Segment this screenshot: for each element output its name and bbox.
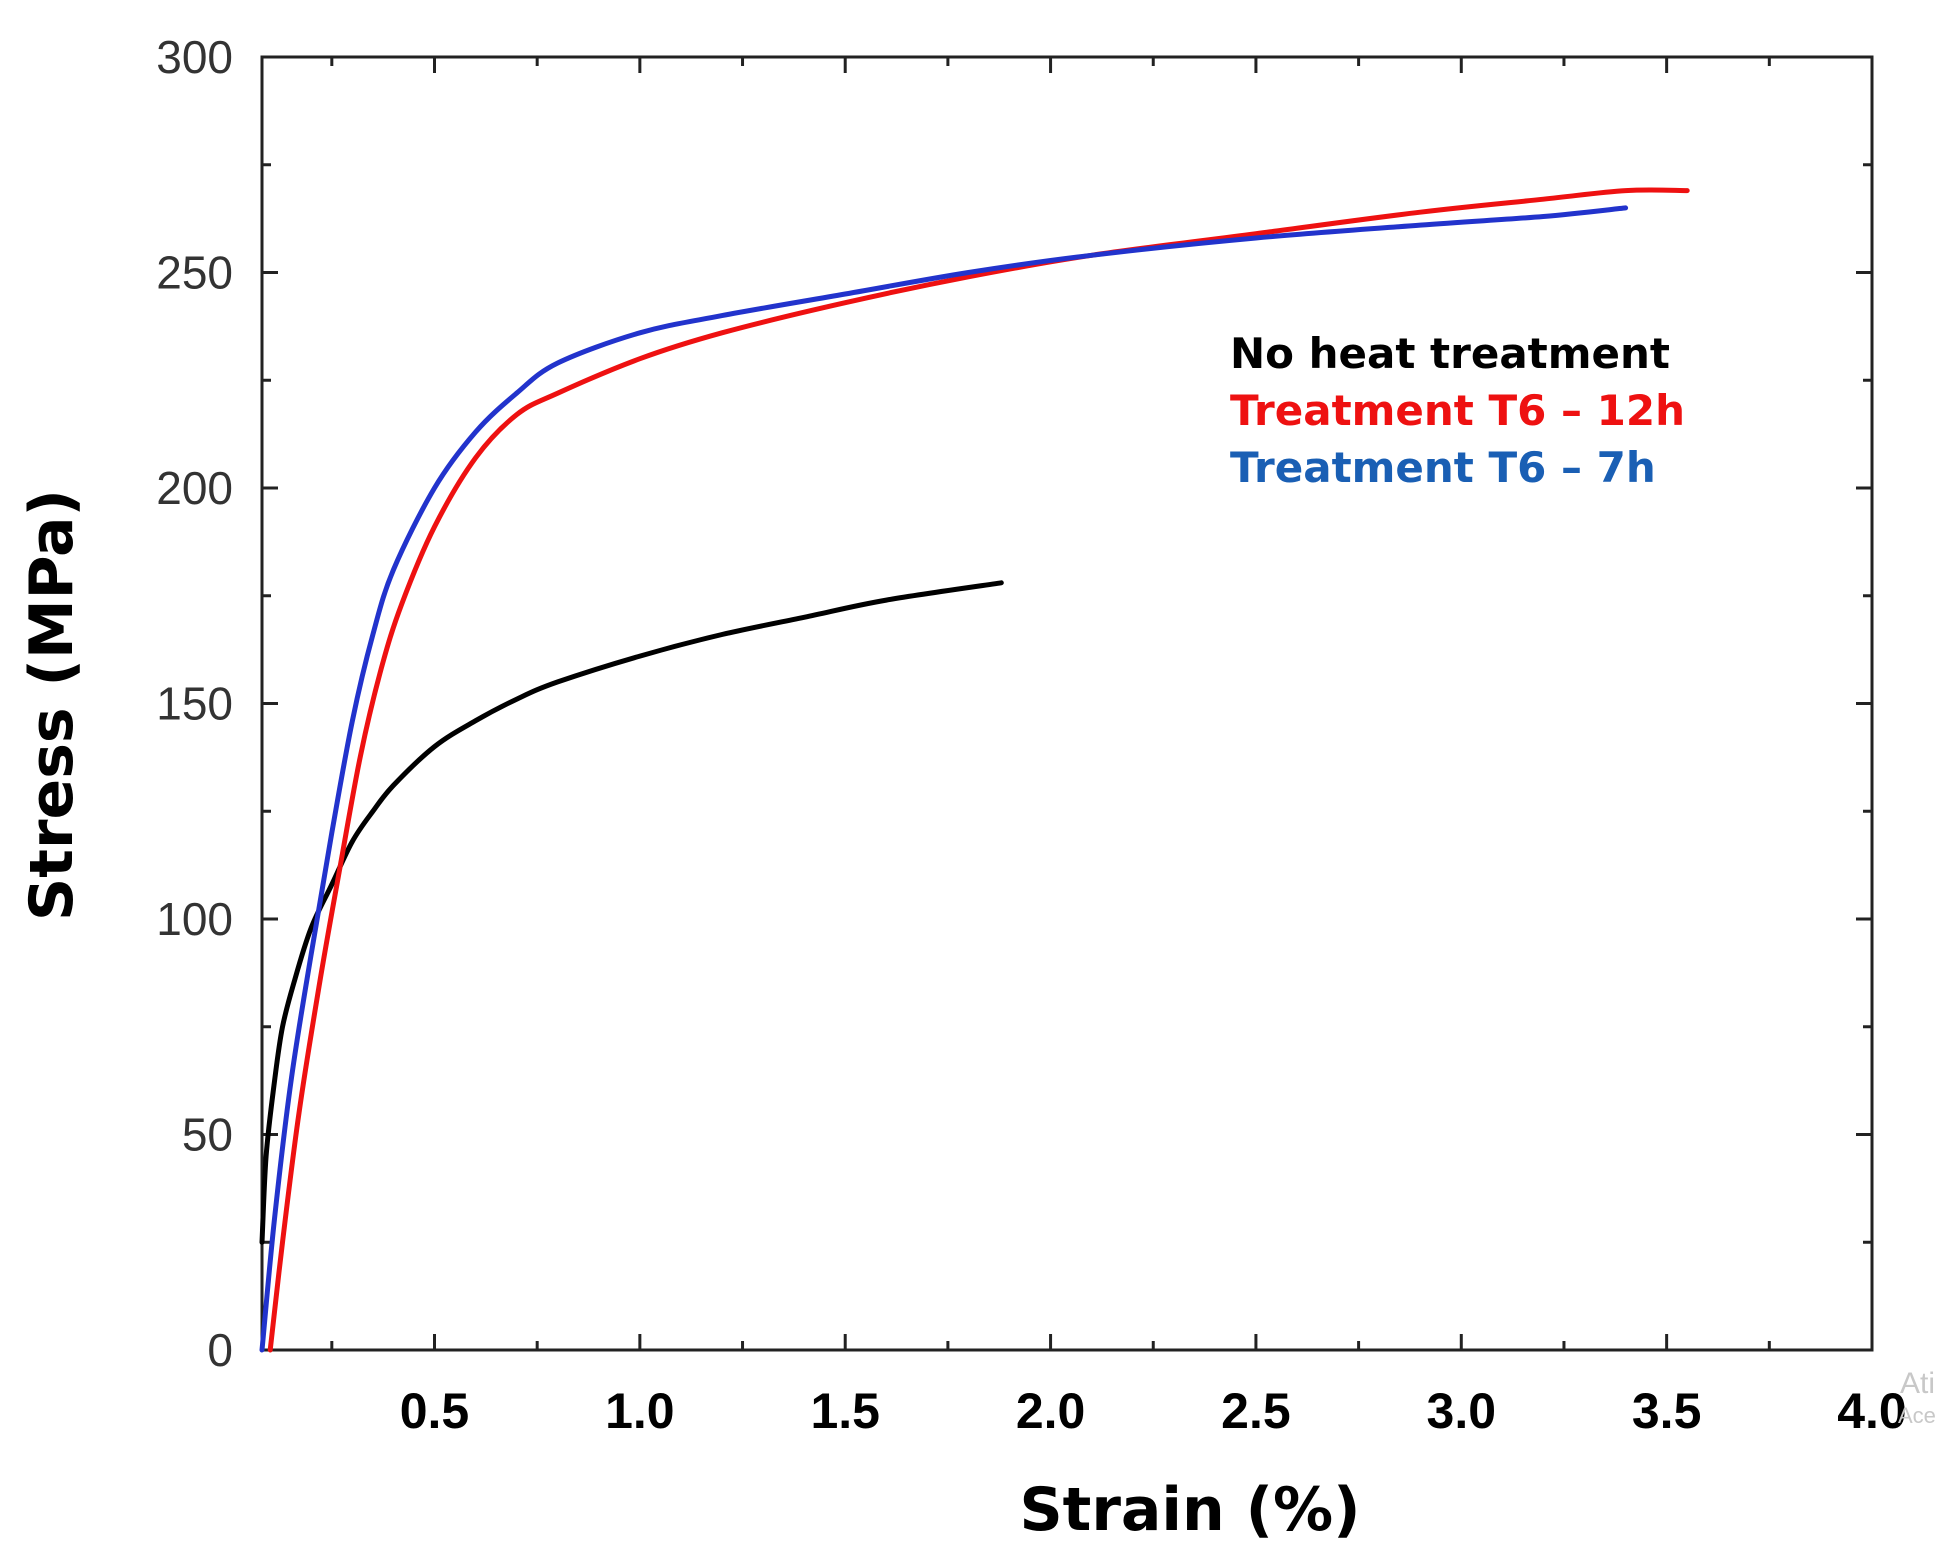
y-tick-label: 0: [207, 1324, 233, 1376]
series-line-treatment-t6-7h: [259, 205, 1629, 1353]
y-tick-label: 300: [156, 31, 233, 83]
ticks: [262, 55, 1874, 1352]
data-series: [259, 187, 1690, 1353]
legend-entry-t6-7h: Treatment T6 – 7h: [1230, 443, 1656, 492]
y-tick-label: 150: [156, 678, 233, 730]
legend-entry-no-heat-treatment: No heat treatment: [1230, 329, 1670, 378]
x-tick-label: 2.5: [1221, 1383, 1291, 1439]
x-tick-label: 3.5: [1632, 1383, 1702, 1439]
x-tick-label: 3.0: [1427, 1383, 1497, 1439]
y-axis-title: Stress (MPa): [17, 489, 87, 921]
x-axis-title: Strain (%): [1019, 1475, 1360, 1545]
y-tick-label: 50: [182, 1109, 233, 1161]
legend-entry-t6-12h: Treatment T6 – 12h: [1230, 386, 1685, 435]
watermark-line-2: Ace: [1898, 1403, 1936, 1428]
y-tick-label: 200: [156, 462, 233, 514]
series-line-no-heat-treatment: [259, 580, 1004, 1245]
legend: No heat treatment Treatment T6 – 12h Tre…: [1230, 329, 1685, 492]
x-tick-label: 4.0: [1837, 1383, 1907, 1439]
y-tick-label: 250: [156, 247, 233, 299]
y-tick-label: 100: [156, 893, 233, 945]
x-tick-label: 1.5: [810, 1383, 880, 1439]
series-line-treatment-t6-12h: [267, 187, 1690, 1353]
watermark-line-1: Ati: [1900, 1367, 1935, 1400]
tick-labels: 0 50 100 150 200 250 300 0.5 1.0 1.5 2.0 2.5 3.0 3.5 4…: [156, 31, 1907, 1439]
x-tick-label: 1.0: [605, 1383, 675, 1439]
x-tick-label: 0.5: [400, 1383, 470, 1439]
x-tick-label: 2.0: [1016, 1383, 1086, 1439]
